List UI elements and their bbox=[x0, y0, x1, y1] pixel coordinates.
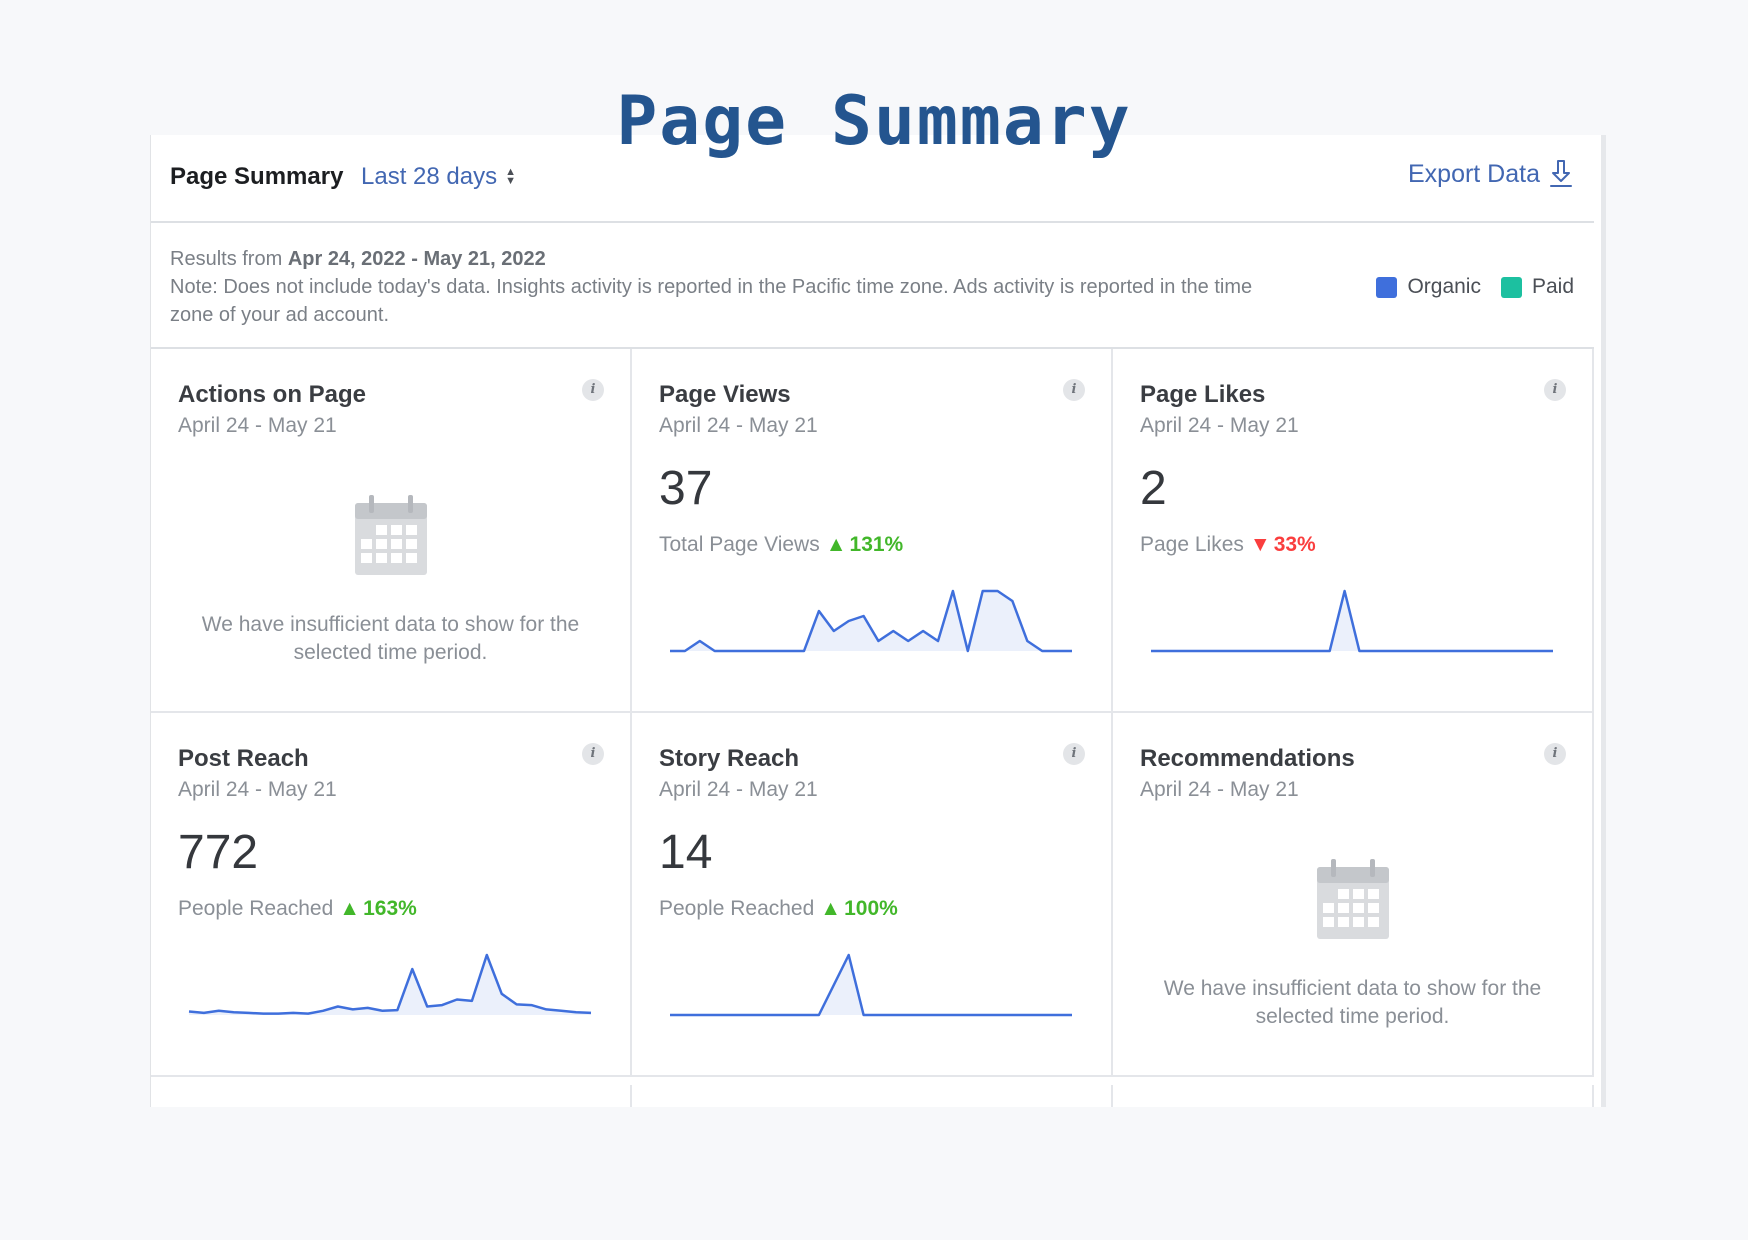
metric-label: Total Page Views bbox=[659, 533, 820, 556]
card-page-views[interactable]: Page Views April 24 - May 21 i 37 Total … bbox=[632, 349, 1113, 713]
legend-paid: Paid bbox=[1500, 275, 1574, 299]
card-metric: People Reached ▲ 100% bbox=[659, 897, 898, 921]
series-line bbox=[1151, 589, 1553, 653]
card-page-likes[interactable]: Page Likes April 24 - May 21 i 2 Page Li… bbox=[1113, 349, 1594, 713]
card-title: Post Reach bbox=[178, 745, 309, 772]
card-value: 37 bbox=[659, 462, 713, 515]
series-area bbox=[189, 955, 591, 1015]
delta-up: ▲ 131% bbox=[826, 533, 904, 557]
card-value: 2 bbox=[1140, 462, 1167, 515]
card-title: Story Reach bbox=[659, 745, 800, 772]
metric-label: Page Likes bbox=[1140, 533, 1244, 556]
info-icon[interactable]: i bbox=[582, 743, 604, 765]
triangle-up-icon: ▲ bbox=[825, 533, 847, 556]
card-date: April 24 - May 21 bbox=[178, 414, 337, 437]
next-row-stub bbox=[632, 1085, 1113, 1107]
post-reach-chart bbox=[188, 953, 592, 1015]
legend: Organic Paid bbox=[1366, 275, 1574, 299]
card-actions-on-page[interactable]: Actions on Page April 24 - May 21 i We h… bbox=[151, 349, 632, 713]
series-line bbox=[670, 589, 1072, 653]
date-range-label: Last 28 days bbox=[361, 163, 498, 190]
results-text: Results from Apr 24, 2022 - May 21, 2022… bbox=[170, 245, 1300, 329]
metric-label: People Reached bbox=[178, 897, 334, 920]
card-date: April 24 - May 21 bbox=[1140, 778, 1299, 801]
paid-swatch bbox=[1500, 276, 1522, 298]
delta-value: 33% bbox=[1273, 533, 1316, 556]
export-data-label: Export Data bbox=[1407, 159, 1540, 188]
delta-value: 100% bbox=[844, 897, 898, 920]
download-icon bbox=[1550, 160, 1572, 187]
page-summary-panel: Page Summary Last 28 days ▲ ▼ Export Data… bbox=[150, 135, 1606, 1107]
card-title: Page Views bbox=[659, 381, 791, 408]
card-metric: Total Page Views ▲ 131% bbox=[659, 533, 903, 557]
card-title: Actions on Page bbox=[178, 381, 367, 408]
card-title: Page Likes bbox=[1140, 381, 1266, 408]
paid-label: Paid bbox=[1531, 275, 1574, 298]
card-metric: Page Likes ▼ 33% bbox=[1140, 533, 1316, 557]
triangle-up-icon: ▲ bbox=[820, 897, 842, 920]
organic-label: Organic bbox=[1407, 275, 1481, 298]
results-prefix: Results from bbox=[170, 248, 288, 270]
delta-up: ▲ 100% bbox=[820, 897, 898, 921]
results-range: Apr 24, 2022 - May 21, 2022 bbox=[287, 248, 546, 270]
results-note: Note: Does not include today's data. Ins… bbox=[170, 276, 1253, 326]
export-data-button[interactable]: Export Data bbox=[1408, 159, 1574, 189]
triangle-down-icon: ▼ bbox=[1249, 533, 1271, 556]
info-icon[interactable]: i bbox=[1544, 743, 1566, 765]
organic-swatch bbox=[1376, 276, 1398, 298]
story-reach-chart bbox=[670, 953, 1072, 1017]
calendar-icon bbox=[1316, 859, 1389, 939]
card-value: 14 bbox=[659, 826, 713, 879]
page-likes-chart bbox=[1151, 589, 1553, 653]
next-row-stub bbox=[1113, 1085, 1594, 1107]
legend-organic: Organic bbox=[1376, 275, 1481, 299]
calendar-icon bbox=[354, 495, 427, 575]
summary-title: Page Summary bbox=[170, 163, 344, 190]
info-icon[interactable]: i bbox=[1063, 743, 1085, 765]
empty-message: We have insufficient data to show for th… bbox=[201, 613, 580, 664]
info-icon[interactable]: i bbox=[582, 379, 604, 401]
sort-arrows-icon: ▲ ▼ bbox=[505, 166, 516, 187]
card-date: April 24 - May 21 bbox=[1140, 414, 1299, 437]
card-value: 772 bbox=[178, 826, 259, 879]
card-post-reach[interactable]: Post Reach April 24 - May 21 i 772 Peopl… bbox=[151, 713, 632, 1077]
series-line bbox=[670, 953, 1072, 1017]
delta-value: 131% bbox=[849, 533, 904, 556]
card-story-reach[interactable]: Story Reach April 24 - May 21 i 14 Peopl… bbox=[632, 713, 1113, 1077]
card-date: April 24 - May 21 bbox=[659, 778, 818, 801]
card-date: April 24 - May 21 bbox=[659, 414, 818, 437]
series-line bbox=[188, 953, 592, 1015]
card-metric: People Reached ▲ 163% bbox=[178, 897, 417, 921]
series-area bbox=[670, 955, 1072, 1015]
info-icon[interactable]: i bbox=[1544, 379, 1566, 401]
info-icon[interactable]: i bbox=[1063, 379, 1085, 401]
results-info: Results from Apr 24, 2022 - May 21, 2022… bbox=[151, 223, 1594, 349]
card-title: Recommendations bbox=[1140, 745, 1355, 772]
page-heading: Page Summary bbox=[616, 82, 1132, 161]
delta-down: ▼ 33% bbox=[1250, 533, 1316, 557]
next-row-stub bbox=[151, 1085, 632, 1107]
delta-value: 163% bbox=[363, 897, 417, 920]
delta-up: ▲ 163% bbox=[339, 897, 417, 921]
page-views-chart bbox=[670, 589, 1072, 653]
triangle-up-icon: ▲ bbox=[339, 897, 361, 920]
metric-label: People Reached bbox=[659, 897, 815, 920]
card-recommendations[interactable]: Recommendations April 24 - May 21 i We h… bbox=[1113, 713, 1594, 1077]
summary-header: Page Summary Last 28 days ▲ ▼ Export Data bbox=[151, 135, 1594, 223]
empty-message: We have insufficient data to show for th… bbox=[1163, 977, 1542, 1028]
card-date: April 24 - May 21 bbox=[178, 778, 337, 801]
date-range-dropdown[interactable]: Last 28 days ▲ ▼ bbox=[361, 163, 516, 191]
